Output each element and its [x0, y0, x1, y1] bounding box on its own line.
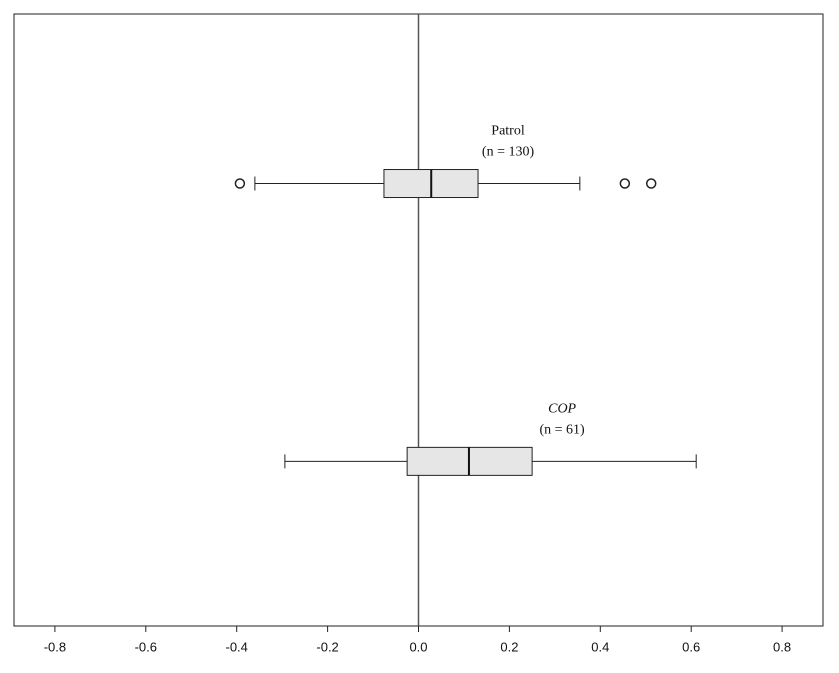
x-tick-label: -0.4: [225, 639, 247, 654]
series-n-label: (n = 130): [482, 145, 535, 160]
outlier: [234, 178, 246, 189]
x-tick-label: 0.6: [682, 639, 700, 654]
x-tick-label: -0.8: [44, 639, 66, 654]
series-label: COP: [548, 402, 576, 417]
x-tick-label: 0.0: [409, 639, 427, 654]
x-tick-label: -0.2: [316, 639, 338, 654]
series-label: Patrol: [491, 124, 525, 139]
outlier: [645, 178, 657, 189]
x-tick-label: -0.6: [135, 639, 157, 654]
x-tick-label: 0.8: [773, 639, 791, 654]
outlier: [619, 178, 631, 189]
x-tick-label: 0.2: [500, 639, 518, 654]
x-tick-label: 0.4: [591, 639, 609, 654]
series-n-label: (n = 61): [540, 423, 586, 438]
